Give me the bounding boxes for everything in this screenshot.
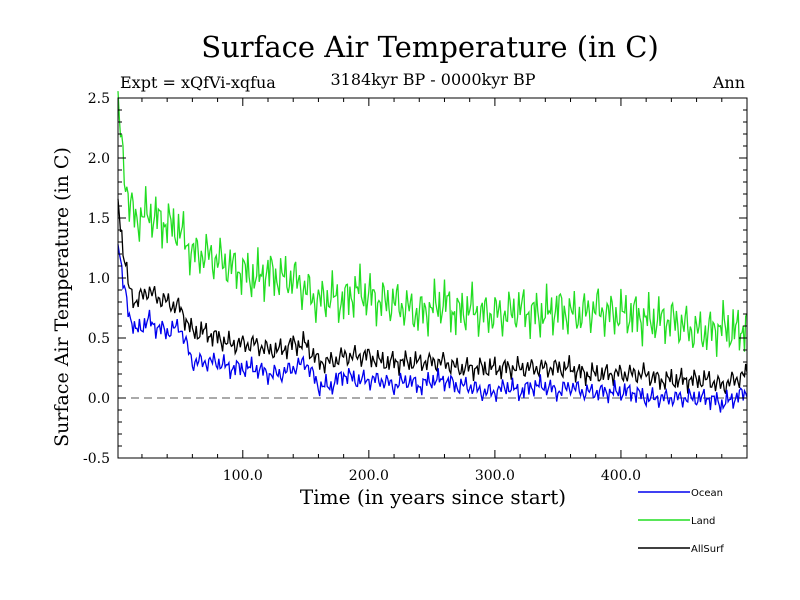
season-label: Ann bbox=[712, 73, 745, 92]
x-tick-label: 100.0 bbox=[223, 468, 263, 484]
ticks-layer: 100.0 200.0 300.0 400.0 -0.5 0.0 0.5 1.0 1.5 2.0 2… bbox=[83, 91, 747, 484]
series-layer bbox=[117, 91, 748, 413]
series-line-land bbox=[117, 91, 748, 357]
plot-area: 100.0 200.0 300.0 400.0 -0.5 0.0 0.5 1.0 1.5 2.0 2… bbox=[83, 91, 748, 484]
plot-frame bbox=[117, 97, 748, 459]
legend-label-land: Land bbox=[691, 516, 715, 527]
x-tick-label: 300.0 bbox=[475, 468, 515, 484]
x-tick-label: 400.0 bbox=[601, 468, 641, 484]
y-tick-label: 1.5 bbox=[88, 211, 110, 227]
legend-label-ocean: Ocean bbox=[691, 488, 723, 499]
legend: Ocean Land AllSurf bbox=[638, 488, 724, 555]
series-line-ocean bbox=[117, 244, 748, 413]
y-tick-label: -0.5 bbox=[83, 451, 110, 467]
chart-title: Surface Air Temperature (in C) bbox=[201, 30, 659, 64]
experiment-label: Expt = xQfVi-xqfua bbox=[120, 73, 276, 92]
x-axis-label: Time (in years since start) bbox=[300, 485, 566, 509]
y-tick-label: 2.5 bbox=[88, 91, 110, 107]
y-tick-label: 1.0 bbox=[88, 271, 110, 287]
y-axis-label: Surface Air Temperature (in C) bbox=[51, 147, 73, 447]
series-line-allsurf bbox=[117, 198, 748, 394]
legend-label-allsurf: AllSurf bbox=[691, 544, 724, 555]
chart-subtitle: 3184kyr BP - 0000kyr BP bbox=[331, 70, 536, 89]
y-tick-label: 0.0 bbox=[88, 391, 110, 407]
y-tick-label: 0.5 bbox=[88, 331, 110, 347]
x-tick-label: 200.0 bbox=[349, 468, 389, 484]
y-tick-label: 2.0 bbox=[88, 151, 110, 167]
